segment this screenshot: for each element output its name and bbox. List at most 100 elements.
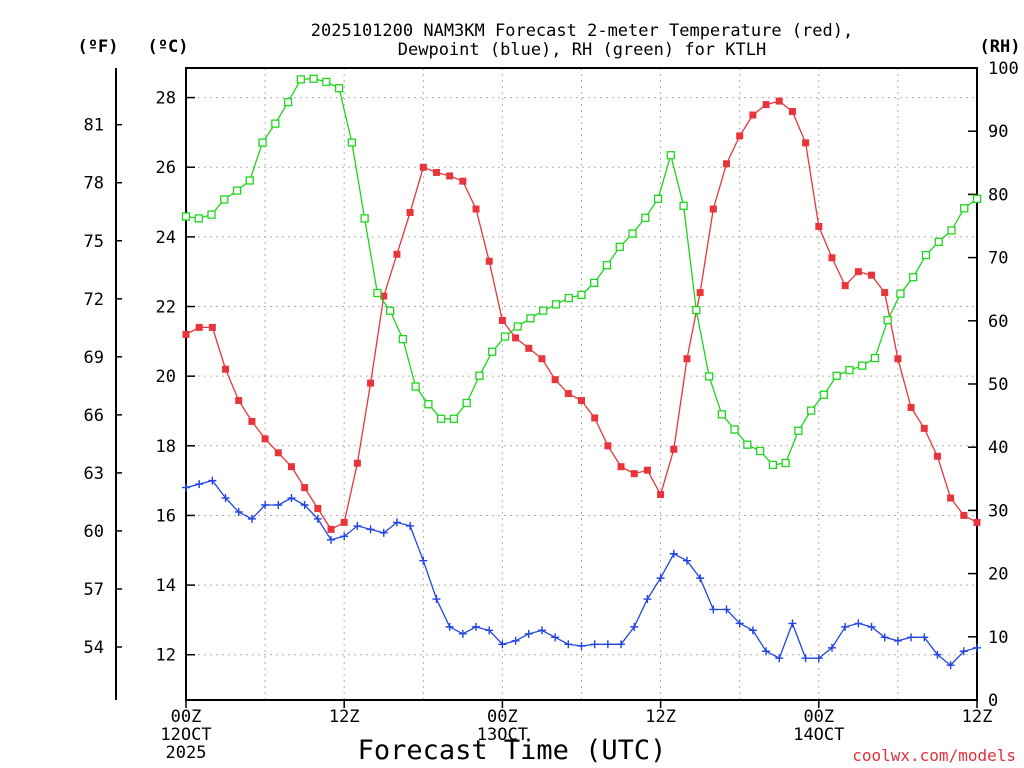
dewpoint-point bbox=[274, 501, 283, 510]
dewpoint-point bbox=[722, 605, 731, 614]
fahrenheit-tick-label: 54 bbox=[84, 638, 104, 658]
dewpoint-point bbox=[893, 636, 902, 645]
celsius-tick-label: 18 bbox=[156, 437, 176, 457]
dewpoint-point bbox=[748, 626, 757, 635]
rh-point bbox=[309, 74, 318, 83]
celsius-tick-label: 24 bbox=[156, 228, 176, 248]
dewpoint-point bbox=[735, 619, 744, 628]
2-meter-temperature-point bbox=[512, 334, 520, 342]
2-meter-temperature-point bbox=[274, 449, 282, 457]
chart-title-line1: 2025101200 NAM3KM Forecast 2-meter Tempe… bbox=[311, 21, 853, 41]
2-meter-temperature-point bbox=[446, 172, 454, 180]
dewpoint-point bbox=[775, 654, 784, 663]
rh-point bbox=[551, 300, 561, 309]
2-meter-temperature-point bbox=[393, 250, 401, 258]
dewpoint-point bbox=[208, 476, 217, 485]
dewpoint-point bbox=[458, 629, 467, 638]
rh-point bbox=[806, 406, 816, 415]
celsius-tick-label: 12 bbox=[156, 646, 176, 666]
dewpoint-point bbox=[432, 595, 441, 604]
2-meter-temperature-point bbox=[643, 466, 651, 474]
dewpoint-point bbox=[340, 532, 349, 541]
rh-tick-label: 60 bbox=[988, 312, 1008, 332]
dewpoint-point bbox=[221, 494, 230, 503]
rh-point bbox=[615, 242, 624, 252]
celsius-tick-label: 22 bbox=[156, 298, 176, 318]
2-meter-temperature-point bbox=[498, 316, 506, 324]
rh-point bbox=[577, 290, 586, 300]
dewpoint-point bbox=[854, 619, 863, 628]
2-meter-temperature-point bbox=[749, 111, 757, 119]
rh-point bbox=[220, 195, 229, 204]
dewpoint-point bbox=[313, 514, 322, 523]
rh-point bbox=[488, 347, 497, 356]
rh-point bbox=[832, 371, 841, 380]
rh-point bbox=[921, 250, 931, 260]
rh-tick-label: 30 bbox=[988, 501, 1008, 521]
rh-tick-label: 40 bbox=[988, 438, 1008, 458]
rh-point bbox=[909, 273, 918, 282]
2-meter-temperature-point bbox=[459, 177, 467, 185]
x-tick-label: 12Z bbox=[645, 707, 676, 727]
rh-point bbox=[590, 278, 599, 288]
2-meter-temperature-point bbox=[195, 323, 203, 331]
rh-point bbox=[653, 194, 663, 203]
2-meter-temperature-point bbox=[696, 289, 704, 297]
celsius-tick-label: 26 bbox=[156, 158, 176, 178]
rh-point bbox=[539, 306, 548, 315]
credit-link[interactable]: coolwx.com/models bbox=[852, 746, 1016, 765]
rh-point bbox=[768, 460, 778, 470]
rh-point bbox=[360, 214, 369, 223]
fahrenheit-tick-label: 60 bbox=[84, 522, 104, 542]
x-tick-label: 12Z bbox=[962, 707, 993, 727]
rh-point bbox=[526, 314, 535, 323]
2-meter-temperature-point bbox=[525, 344, 533, 352]
2-meter-temperature-point bbox=[960, 511, 968, 519]
dewpoint-point bbox=[617, 640, 626, 649]
dewpoint-point bbox=[696, 574, 705, 583]
2-meter-temperature-point bbox=[406, 209, 414, 217]
rh-point bbox=[385, 306, 395, 315]
2-meter-temperature-point bbox=[367, 379, 375, 387]
celsius-tick-label: 16 bbox=[156, 506, 176, 526]
rh-point bbox=[730, 425, 739, 434]
2-meter-temperature-point bbox=[973, 518, 981, 526]
x-tick-label: 12OCT bbox=[160, 725, 211, 745]
2-meter-temperature-point bbox=[788, 108, 796, 116]
2-meter-temperature-point bbox=[287, 463, 295, 471]
rh-point bbox=[972, 194, 982, 203]
x-tick-label: 00Z bbox=[487, 707, 518, 727]
rh-point bbox=[628, 229, 637, 238]
celsius-tick-label: 28 bbox=[156, 89, 176, 109]
dewpoint-point bbox=[300, 501, 309, 510]
fahrenheit-tick-label: 78 bbox=[84, 174, 104, 194]
dewpoint-point bbox=[261, 501, 270, 510]
dewpoint-point bbox=[630, 622, 639, 631]
rh-point bbox=[207, 210, 216, 219]
dewpoint-point bbox=[762, 647, 771, 656]
rh-point bbox=[755, 446, 765, 456]
fahrenheit-tick-label: 81 bbox=[84, 116, 104, 136]
data-series bbox=[181, 74, 982, 670]
x-tick-label: 00Z bbox=[171, 707, 202, 727]
2-meter-temperature-point bbox=[419, 163, 427, 171]
rh-point bbox=[870, 353, 880, 363]
2-meter-temperature-point bbox=[920, 424, 928, 432]
rh-point bbox=[398, 334, 408, 344]
dewpoint-point bbox=[801, 654, 810, 663]
rh-point bbox=[692, 305, 701, 315]
rh-point bbox=[513, 322, 522, 331]
2-meter-temperature-point bbox=[222, 365, 230, 373]
dewpoint-point bbox=[920, 633, 929, 642]
dewpoint-point bbox=[485, 626, 494, 635]
2-meter-temperature-point bbox=[248, 417, 256, 425]
dewpoint-point bbox=[841, 622, 850, 631]
plot-frame bbox=[185, 67, 978, 701]
rh-point bbox=[794, 426, 803, 435]
dewpoint-point bbox=[524, 629, 533, 638]
2-meter-temperature-point bbox=[736, 132, 744, 140]
rh-point bbox=[449, 414, 459, 423]
fahrenheit-tick-label: 66 bbox=[84, 406, 104, 426]
rh-tick-label: 10 bbox=[988, 628, 1008, 648]
